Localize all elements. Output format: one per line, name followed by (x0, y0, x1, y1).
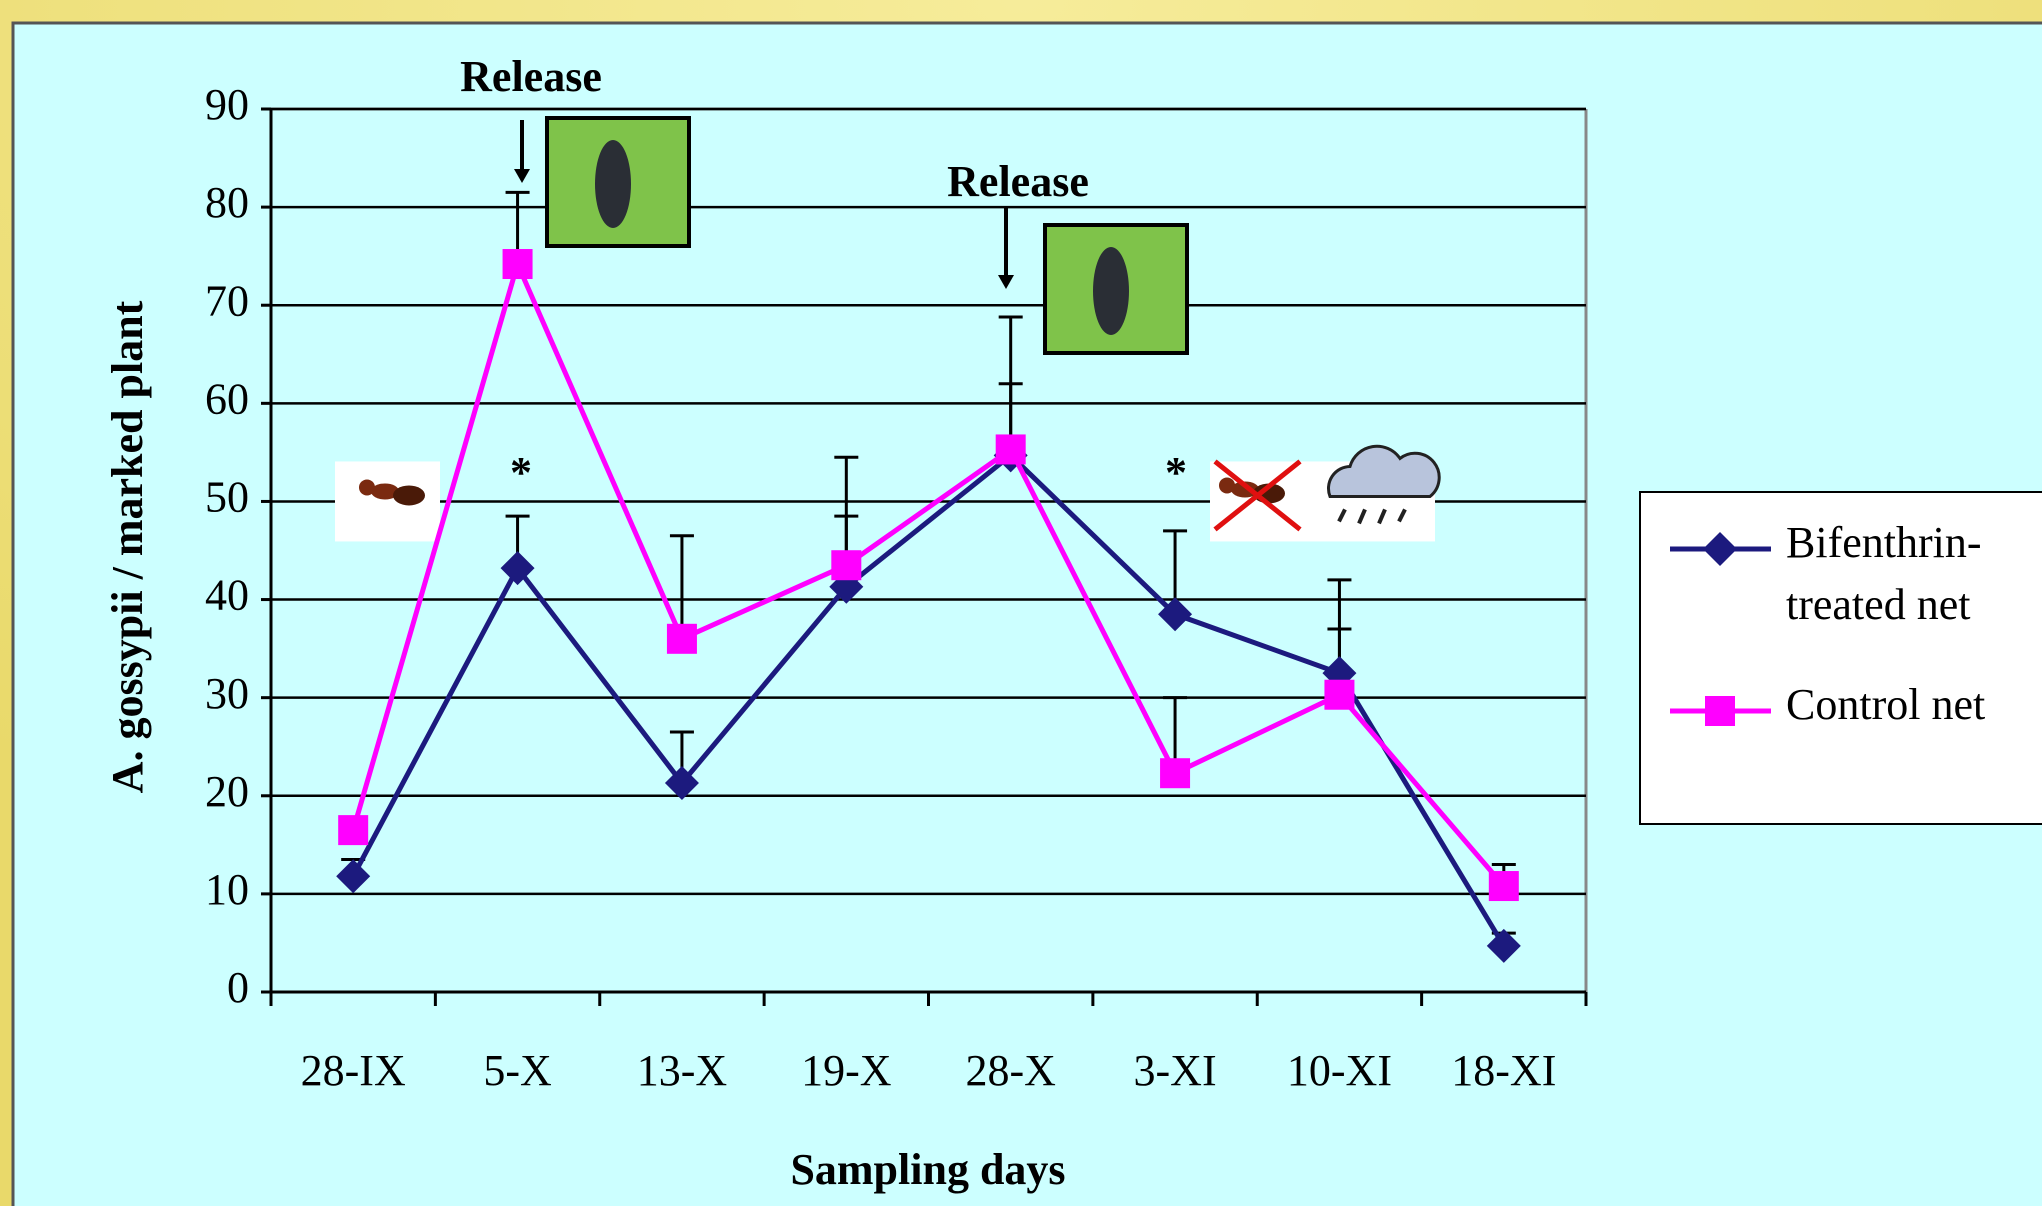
ant-icon (393, 485, 425, 505)
x-tick-label: 18-XI (1451, 1046, 1556, 1095)
x-tick-label: 19-X (801, 1046, 891, 1095)
y-tick-label: 90 (205, 80, 249, 129)
annotation: Release (947, 157, 1089, 206)
annotation: * (1165, 448, 1187, 497)
annotation: * (510, 448, 532, 497)
marker (831, 550, 861, 580)
x-tick-label: 3-XI (1134, 1046, 1217, 1095)
chart: A. gossypii / marked plant Sampling days… (0, 0, 2042, 1206)
y-tick-label: 50 (205, 473, 249, 522)
y-tick-label: 10 (205, 865, 249, 914)
x-tick-label: 28-IX (301, 1046, 406, 1095)
legend-marker (1705, 696, 1735, 726)
x-tick-label: 5-X (483, 1046, 551, 1095)
marker (1324, 680, 1354, 710)
legend-label-line: treated net (1786, 580, 1970, 629)
x-tick-label: 28-X (965, 1046, 1055, 1095)
icon-backdrop (335, 461, 440, 541)
larva-photo (1093, 247, 1129, 335)
marker (503, 249, 533, 279)
marker (338, 815, 368, 845)
marker (667, 624, 697, 654)
y-axis-label: A. gossypii / marked plant (103, 300, 152, 793)
legend-label-line: Bifenthrin- (1786, 518, 1982, 567)
y-tick-label: 20 (205, 767, 249, 816)
y-tick-label: 70 (205, 276, 249, 325)
y-tick-label: 40 (205, 571, 249, 620)
marker (996, 434, 1026, 464)
marker (1160, 758, 1190, 788)
x-axis-label: Sampling days (790, 1145, 1065, 1194)
page: {"chart_data": {"type": "line", "y_label… (0, 0, 2042, 1206)
ant-icon (1219, 477, 1235, 493)
y-tick-label: 0 (227, 963, 249, 1012)
x-tick-label: 13-X (637, 1046, 727, 1095)
y-tick-label: 60 (205, 374, 249, 423)
marker (1489, 871, 1519, 901)
annotation: Release (460, 52, 602, 101)
y-tick-label: 30 (205, 669, 249, 718)
x-tick-label: 10-XI (1287, 1046, 1392, 1095)
larva-photo (595, 140, 631, 228)
y-tick-label: 80 (205, 178, 249, 227)
ant-icon (359, 479, 375, 495)
legend-label: Control net (1786, 680, 1985, 729)
